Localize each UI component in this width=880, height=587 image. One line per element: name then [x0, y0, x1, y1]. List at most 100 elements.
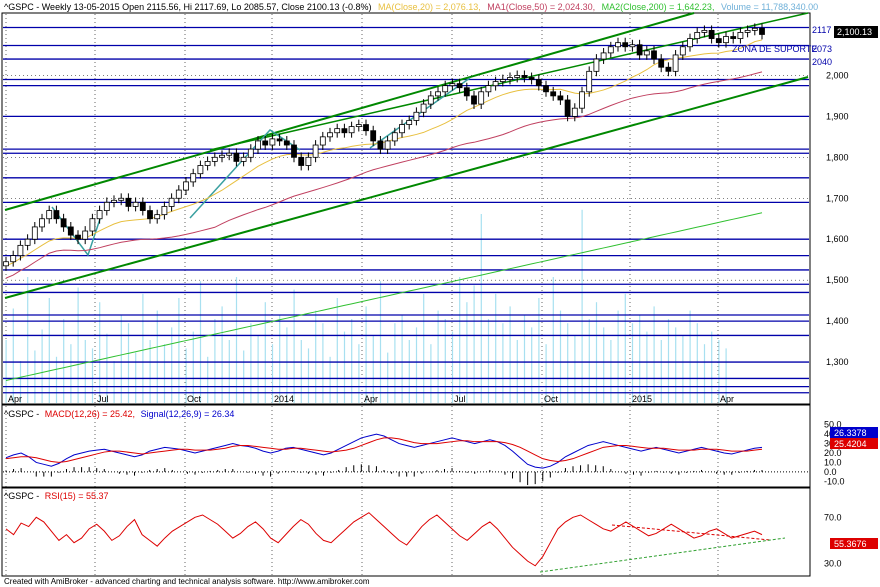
- volume-bar: [624, 293, 626, 403]
- candle-body: [406, 120, 413, 125]
- channel-upper-line: [4, 12, 695, 211]
- zone-label: ZONA DE SUPORTE: [732, 44, 817, 54]
- candle-body: [600, 52, 607, 60]
- volume-bar: [437, 310, 439, 403]
- signal-value-badge: [830, 438, 878, 449]
- candle-body: [463, 87, 470, 97]
- volume-bar: [12, 308, 14, 403]
- volume-bar: [351, 319, 353, 403]
- volume-bar: [595, 302, 598, 403]
- candle-body: [456, 83, 463, 89]
- macd-title: ^GSPC - MACD(12,26) = 25.42, Signal(12,2…: [4, 409, 234, 419]
- price-y-tick: 1,800: [826, 152, 849, 162]
- volume-bar: [639, 314, 641, 403]
- x-tick-label: Oct: [187, 394, 202, 404]
- volume-bar: [660, 340, 662, 403]
- volume-bar: [588, 319, 590, 403]
- grid-layer: [3, 14, 809, 576]
- volume-bar: [70, 344, 72, 403]
- candle-body: [391, 132, 398, 142]
- signal-value-label: 25.4204: [834, 439, 867, 449]
- candle-body: [535, 79, 542, 87]
- x-tick-label: 2015: [632, 394, 652, 404]
- volume-bar: [228, 340, 230, 403]
- volume-bar: [444, 319, 446, 403]
- volume-bar: [329, 356, 331, 403]
- candle-body: [103, 201, 110, 211]
- x-tick-label: Apr: [364, 394, 378, 404]
- candle-body: [514, 75, 521, 78]
- price-y-tick: 1,600: [826, 234, 849, 244]
- volume-bar: [19, 361, 22, 403]
- candle-body: [579, 91, 585, 109]
- volume-bar: [279, 314, 281, 403]
- volume-bar: [552, 277, 554, 403]
- candle-body: [247, 148, 254, 158]
- volume-bar: [286, 327, 288, 403]
- candle-body: [118, 197, 125, 201]
- volume-bar: [545, 344, 547, 403]
- candle-body: [629, 44, 636, 48]
- candle-body: [147, 210, 153, 220]
- price-title: ^GSPC - Weekly 13-05-2015 Open 2115.56, …: [4, 2, 818, 12]
- candle-body: [132, 201, 139, 207]
- candle-body: [759, 27, 765, 35]
- volume-bar: [480, 214, 482, 403]
- candle-body: [17, 244, 24, 256]
- candle-body: [211, 156, 218, 162]
- candle-body: [384, 140, 391, 150]
- volume-bar: [84, 340, 86, 403]
- candle-body: [291, 144, 297, 158]
- candle-body: [701, 29, 708, 33]
- macd-y-tick: -10.0: [824, 476, 845, 486]
- volume-bar: [408, 340, 410, 403]
- x-tick-label: Oct: [544, 394, 559, 404]
- volume-bar: [495, 293, 497, 403]
- candle-body: [427, 95, 434, 105]
- volume-bar: [48, 298, 50, 403]
- volume-bar: [5, 340, 7, 403]
- candle-body: [413, 111, 420, 121]
- candle-body: [262, 140, 269, 146]
- rsi-trend-upper: [611, 524, 771, 541]
- volume-bar: [538, 298, 540, 403]
- wave-line-3: [369, 77, 471, 149]
- volume-bar: [120, 314, 122, 403]
- volume-bar: [178, 298, 180, 403]
- rsi-line: [5, 512, 763, 567]
- volume-bar: [379, 281, 382, 403]
- candle-body: [82, 230, 89, 240]
- candle-body: [355, 124, 362, 128]
- candle-body: [715, 38, 722, 44]
- ma50-line: [5, 71, 763, 279]
- macd-signal-line: [5, 437, 763, 463]
- candle-body: [75, 234, 81, 240]
- candle-body: [39, 218, 45, 228]
- candle-body: [226, 152, 233, 156]
- volume-bar: [63, 319, 65, 403]
- volume-bar: [516, 340, 518, 403]
- volume-bar: [257, 335, 259, 403]
- volume-bar: [682, 335, 684, 403]
- trend-channel: [4, 12, 809, 299]
- candle-body: [298, 156, 305, 166]
- macd-y-tick: 0.0: [824, 467, 837, 477]
- candle-body: [255, 140, 261, 150]
- volume-bar: [531, 327, 533, 403]
- candle-body: [111, 199, 117, 203]
- candle-body: [139, 201, 146, 211]
- candle-body: [607, 46, 614, 54]
- candle-body: [679, 46, 686, 56]
- candle-body: [665, 66, 672, 72]
- volume-bar: [214, 319, 216, 403]
- candle-body: [442, 85, 449, 93]
- candle-body: [60, 218, 67, 228]
- rsi-y-tick: 70.0: [824, 512, 842, 522]
- volume-bar: [603, 327, 605, 403]
- volume-bar: [487, 319, 490, 403]
- price-y-tick: 1,500: [826, 275, 849, 285]
- macd-line: [5, 433, 763, 469]
- candle-body: [197, 165, 204, 175]
- volume-bar: [243, 350, 245, 403]
- volume-bar: [315, 310, 317, 403]
